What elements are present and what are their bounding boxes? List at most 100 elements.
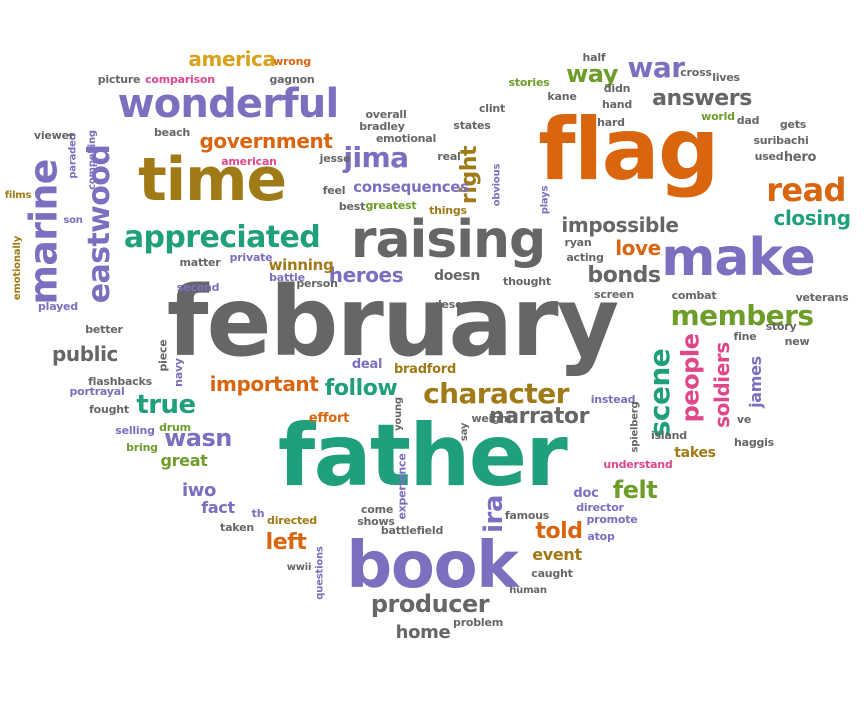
word-comparison: comparison	[145, 72, 215, 86]
word-wasn: wasn	[164, 424, 232, 452]
word-ve: ve	[736, 412, 752, 426]
word-narrator: narrator	[488, 404, 589, 429]
word-caught: caught	[531, 566, 573, 580]
word-doesn: doesn	[433, 268, 481, 284]
word-famous: famous	[504, 508, 550, 522]
word-battle: battle	[269, 270, 305, 284]
word-winning: winning	[268, 255, 334, 274]
word-say: say	[459, 422, 470, 442]
word-son: son	[63, 215, 83, 226]
word-closing: closing	[773, 206, 851, 230]
word-gets: gets	[779, 117, 807, 131]
word-young: young	[392, 397, 404, 431]
word-feel: feel	[322, 183, 346, 197]
word-navy: navy	[171, 357, 185, 387]
word-directed: directed	[267, 513, 317, 527]
word-questions: questions	[315, 546, 326, 600]
word-way: way	[566, 60, 618, 88]
word-picture: picture	[97, 72, 141, 86]
word-used: used	[754, 149, 784, 163]
word-director: director	[576, 500, 624, 514]
word-promote: promote	[586, 512, 638, 526]
word-taken: taken	[220, 520, 254, 534]
word-appreciated: appreciated	[123, 220, 321, 255]
word-love: love	[615, 236, 661, 260]
word-members: members	[670, 299, 814, 332]
word-scene: scene	[642, 348, 676, 438]
word-doc: doc	[573, 485, 599, 501]
word-stories: stories	[508, 75, 550, 89]
word-time: time	[138, 145, 287, 215]
word-understand: understand	[603, 457, 673, 471]
word-half: half	[582, 50, 606, 64]
word-bradley: bradley	[359, 119, 405, 133]
word-veterans: veterans	[795, 290, 849, 304]
word-kane: kane	[547, 89, 577, 103]
word-problem: problem	[453, 615, 503, 629]
word-better: better	[85, 322, 123, 336]
word-spielberg: spielberg	[628, 401, 640, 453]
word-deserves: deserves	[433, 297, 489, 311]
word-america: america	[188, 47, 276, 71]
word-new: new	[784, 334, 810, 348]
word-viewer: viewer	[33, 128, 75, 142]
word-felt: felt	[612, 476, 658, 504]
word-left: left	[265, 530, 307, 555]
word-flashbacks: flashbacks	[88, 374, 152, 388]
word-told: told	[535, 519, 583, 544]
word-producer: producer	[370, 590, 490, 618]
word-answers: answers	[652, 86, 752, 111]
word-bring: bring	[126, 440, 158, 454]
word-wrong: wrong	[273, 54, 311, 68]
word-states: states	[453, 118, 491, 132]
word-story: story	[765, 319, 797, 333]
word-book: book	[346, 529, 518, 603]
word-world: world	[701, 109, 735, 123]
word-lives: lives	[712, 70, 740, 84]
word-suribachi: suribachi	[753, 133, 809, 147]
word-overall: overall	[365, 107, 407, 121]
word-plays: plays	[539, 185, 550, 215]
word-films: films	[4, 190, 32, 201]
word-played: played	[38, 299, 78, 313]
word-people: people	[676, 333, 704, 423]
word-best: best	[338, 199, 366, 213]
word-character: character	[423, 377, 569, 410]
word-combat: combat	[671, 288, 717, 302]
word-acting: acting	[566, 250, 604, 264]
word-greatest: greatest	[365, 198, 417, 212]
word-compelling: compelling	[86, 130, 98, 190]
word-fine: fine	[733, 329, 757, 343]
word-haggis: haggis	[734, 435, 774, 449]
word-raising: raising	[350, 210, 546, 270]
word-american: american	[221, 154, 277, 168]
word-great: great	[160, 451, 208, 470]
word-instead: instead	[590, 392, 636, 406]
word-clint: clint	[478, 101, 506, 115]
word-read: read	[766, 171, 846, 209]
word-person: person	[296, 276, 338, 290]
word-emotional: emotional	[375, 131, 437, 145]
word-bradford: bradford	[393, 361, 457, 377]
word-private: private	[229, 250, 273, 264]
word-consequences: consequences	[353, 177, 469, 196]
word-war: war	[627, 51, 685, 84]
word-things: things	[429, 203, 467, 217]
word-come: come	[360, 502, 394, 516]
word-public: public	[51, 342, 119, 366]
word-jima: jima	[343, 141, 409, 174]
word-real: real	[437, 149, 461, 163]
word-emotionally: emotionally	[12, 235, 24, 301]
word-hard: hard	[597, 115, 625, 129]
word-effort: effort	[308, 410, 350, 426]
word-battlefield: battlefield	[380, 523, 444, 537]
word-follow: follow	[324, 376, 398, 401]
word-hand: hand	[601, 97, 633, 111]
word-hero: hero	[783, 149, 817, 165]
word-screen: screen	[594, 287, 634, 301]
word-obvious: obvious	[491, 163, 502, 207]
word-beach: beach	[153, 125, 190, 139]
word-home: home	[395, 622, 451, 643]
word-fact: fact	[201, 498, 235, 517]
